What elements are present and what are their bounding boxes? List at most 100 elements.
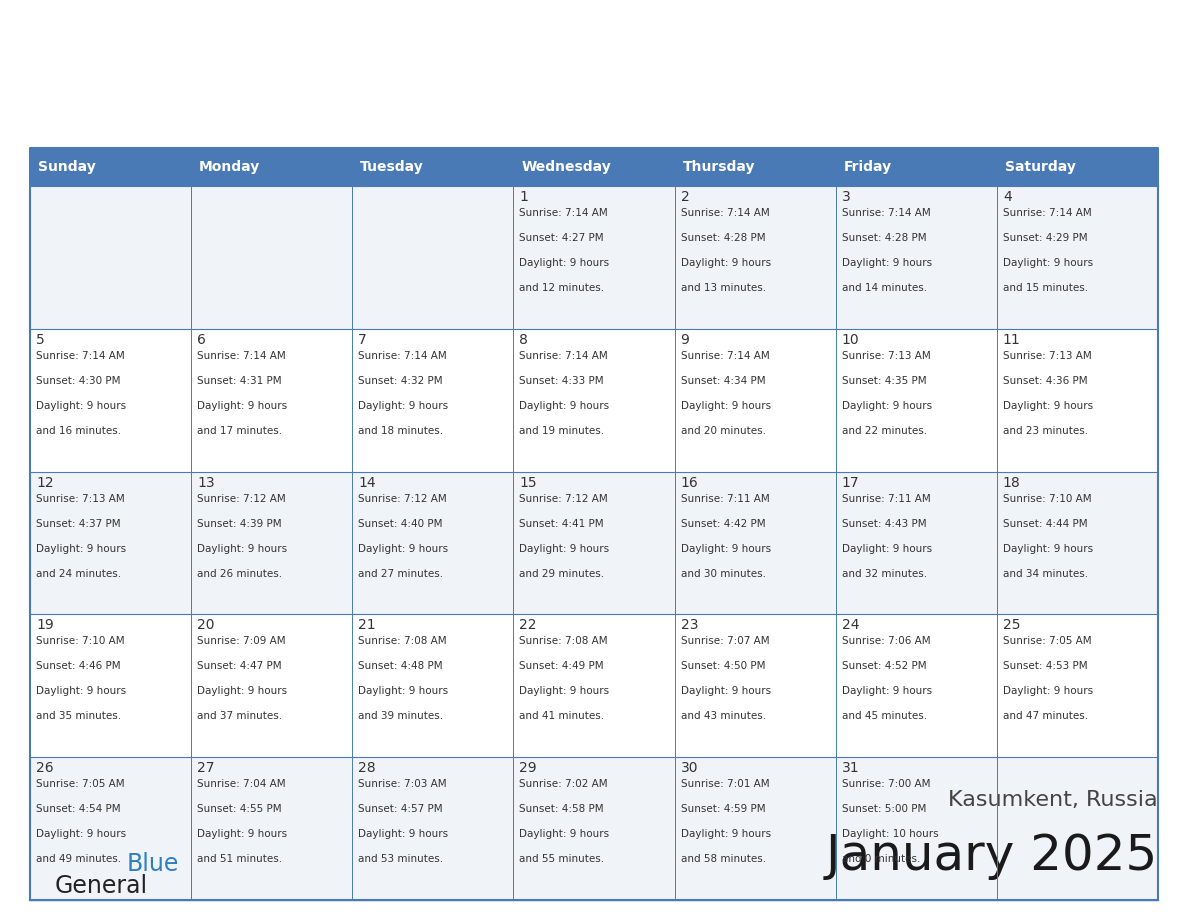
Text: Sunset: 4:41 PM: Sunset: 4:41 PM — [519, 519, 604, 529]
Text: Daylight: 9 hours: Daylight: 9 hours — [1003, 543, 1093, 554]
Text: 30: 30 — [681, 761, 699, 775]
Text: Sunrise: 7:03 AM: Sunrise: 7:03 AM — [359, 779, 447, 789]
Bar — [353, 148, 513, 186]
Text: Sunset: 4:37 PM: Sunset: 4:37 PM — [36, 519, 121, 529]
Text: Sunset: 4:59 PM: Sunset: 4:59 PM — [681, 804, 765, 814]
Text: Daylight: 9 hours: Daylight: 9 hours — [197, 829, 287, 839]
Text: Sunset: 4:35 PM: Sunset: 4:35 PM — [842, 375, 927, 386]
Bar — [191, 148, 353, 186]
Text: and 26 minutes.: and 26 minutes. — [197, 568, 283, 578]
Bar — [675, 148, 835, 186]
Text: 3: 3 — [842, 190, 851, 204]
Text: and 53 minutes.: and 53 minutes. — [359, 854, 443, 864]
Text: 7: 7 — [359, 333, 367, 347]
Text: Sunrise: 7:14 AM: Sunrise: 7:14 AM — [519, 351, 608, 361]
Polygon shape — [127, 855, 147, 873]
Text: Daylight: 9 hours: Daylight: 9 hours — [681, 401, 771, 410]
Text: Sunset: 4:27 PM: Sunset: 4:27 PM — [519, 233, 604, 243]
Text: Sunset: 4:50 PM: Sunset: 4:50 PM — [681, 661, 765, 671]
Text: Sunset: 4:43 PM: Sunset: 4:43 PM — [842, 519, 927, 529]
Text: Sunrise: 7:14 AM: Sunrise: 7:14 AM — [197, 351, 286, 361]
Text: Daylight: 9 hours: Daylight: 9 hours — [359, 543, 448, 554]
Text: 12: 12 — [36, 476, 53, 489]
Text: Sunrise: 7:14 AM: Sunrise: 7:14 AM — [519, 208, 608, 218]
Bar — [30, 757, 1158, 900]
Text: Sunrise: 7:11 AM: Sunrise: 7:11 AM — [681, 494, 770, 504]
Text: Daylight: 9 hours: Daylight: 9 hours — [197, 543, 287, 554]
Text: and 30 minutes.: and 30 minutes. — [681, 568, 765, 578]
Text: Sunset: 4:44 PM: Sunset: 4:44 PM — [1003, 519, 1087, 529]
Text: 20: 20 — [197, 619, 215, 633]
Text: 28: 28 — [359, 761, 375, 775]
Text: Sunrise: 7:01 AM: Sunrise: 7:01 AM — [681, 779, 769, 789]
Text: Sunrise: 7:14 AM: Sunrise: 7:14 AM — [842, 208, 930, 218]
Text: Daylight: 9 hours: Daylight: 9 hours — [842, 401, 931, 410]
Text: Sunrise: 7:06 AM: Sunrise: 7:06 AM — [842, 636, 930, 646]
Text: Daylight: 9 hours: Daylight: 9 hours — [681, 687, 771, 697]
Text: Sunrise: 7:13 AM: Sunrise: 7:13 AM — [842, 351, 930, 361]
Text: and 14 minutes.: and 14 minutes. — [842, 283, 927, 293]
Text: 26: 26 — [36, 761, 53, 775]
Text: Sunrise: 7:14 AM: Sunrise: 7:14 AM — [681, 351, 770, 361]
Text: Sunset: 4:31 PM: Sunset: 4:31 PM — [197, 375, 282, 386]
Text: Daylight: 9 hours: Daylight: 9 hours — [1003, 687, 1093, 697]
Text: and 17 minutes.: and 17 minutes. — [197, 426, 283, 436]
Text: Daylight: 9 hours: Daylight: 9 hours — [842, 258, 931, 268]
Text: 6: 6 — [197, 333, 206, 347]
Text: 19: 19 — [36, 619, 53, 633]
Text: January 2025: January 2025 — [826, 832, 1158, 880]
Text: Sunset: 4:33 PM: Sunset: 4:33 PM — [519, 375, 604, 386]
Text: Sunset: 4:57 PM: Sunset: 4:57 PM — [359, 804, 443, 814]
Text: and 12 minutes.: and 12 minutes. — [519, 283, 605, 293]
Text: 25: 25 — [1003, 619, 1020, 633]
Text: Blue: Blue — [127, 852, 179, 876]
Text: Sunset: 4:36 PM: Sunset: 4:36 PM — [1003, 375, 1087, 386]
Text: Daylight: 10 hours: Daylight: 10 hours — [842, 829, 939, 839]
Text: Sunrise: 7:13 AM: Sunrise: 7:13 AM — [1003, 351, 1092, 361]
Text: Sunrise: 7:04 AM: Sunrise: 7:04 AM — [197, 779, 286, 789]
Text: Monday: Monday — [200, 160, 260, 174]
Text: 13: 13 — [197, 476, 215, 489]
Bar — [30, 472, 1158, 614]
Text: Sunrise: 7:05 AM: Sunrise: 7:05 AM — [36, 779, 125, 789]
Bar — [30, 148, 191, 186]
Text: and 16 minutes.: and 16 minutes. — [36, 426, 121, 436]
Text: Sunset: 4:49 PM: Sunset: 4:49 PM — [519, 661, 604, 671]
Text: Sunrise: 7:14 AM: Sunrise: 7:14 AM — [359, 351, 447, 361]
Text: Sunset: 4:55 PM: Sunset: 4:55 PM — [197, 804, 282, 814]
Text: Sunrise: 7:00 AM: Sunrise: 7:00 AM — [842, 779, 930, 789]
Text: Sunset: 4:28 PM: Sunset: 4:28 PM — [681, 233, 765, 243]
Text: and 58 minutes.: and 58 minutes. — [681, 854, 766, 864]
Bar — [30, 186, 1158, 329]
Text: and 47 minutes.: and 47 minutes. — [1003, 711, 1088, 722]
Text: Daylight: 9 hours: Daylight: 9 hours — [842, 687, 931, 697]
Text: and 55 minutes.: and 55 minutes. — [519, 854, 605, 864]
Text: Sunset: 4:54 PM: Sunset: 4:54 PM — [36, 804, 121, 814]
Text: and 35 minutes.: and 35 minutes. — [36, 711, 121, 722]
Text: and 18 minutes.: and 18 minutes. — [359, 426, 443, 436]
Text: Sunrise: 7:14 AM: Sunrise: 7:14 AM — [1003, 208, 1092, 218]
Text: Sunset: 4:58 PM: Sunset: 4:58 PM — [519, 804, 604, 814]
Text: Daylight: 9 hours: Daylight: 9 hours — [197, 687, 287, 697]
Text: 11: 11 — [1003, 333, 1020, 347]
Text: Sunset: 4:29 PM: Sunset: 4:29 PM — [1003, 233, 1087, 243]
Text: and 51 minutes.: and 51 minutes. — [197, 854, 283, 864]
Text: and 19 minutes.: and 19 minutes. — [519, 426, 605, 436]
Text: and 24 minutes.: and 24 minutes. — [36, 568, 121, 578]
Text: Sunset: 4:39 PM: Sunset: 4:39 PM — [197, 519, 282, 529]
Text: Kasumkent, Russia: Kasumkent, Russia — [948, 790, 1158, 810]
Text: 29: 29 — [519, 761, 537, 775]
Text: Sunrise: 7:14 AM: Sunrise: 7:14 AM — [681, 208, 770, 218]
Text: and 0 minutes.: and 0 minutes. — [842, 854, 920, 864]
Text: Sunrise: 7:02 AM: Sunrise: 7:02 AM — [519, 779, 608, 789]
Text: 23: 23 — [681, 619, 699, 633]
Text: 8: 8 — [519, 333, 529, 347]
Text: and 27 minutes.: and 27 minutes. — [359, 568, 443, 578]
Text: Daylight: 9 hours: Daylight: 9 hours — [681, 829, 771, 839]
Text: and 37 minutes.: and 37 minutes. — [197, 711, 283, 722]
Text: Daylight: 9 hours: Daylight: 9 hours — [359, 829, 448, 839]
Text: and 49 minutes.: and 49 minutes. — [36, 854, 121, 864]
Text: 21: 21 — [359, 619, 375, 633]
Text: Daylight: 9 hours: Daylight: 9 hours — [519, 401, 609, 410]
Text: Thursday: Thursday — [683, 160, 756, 174]
